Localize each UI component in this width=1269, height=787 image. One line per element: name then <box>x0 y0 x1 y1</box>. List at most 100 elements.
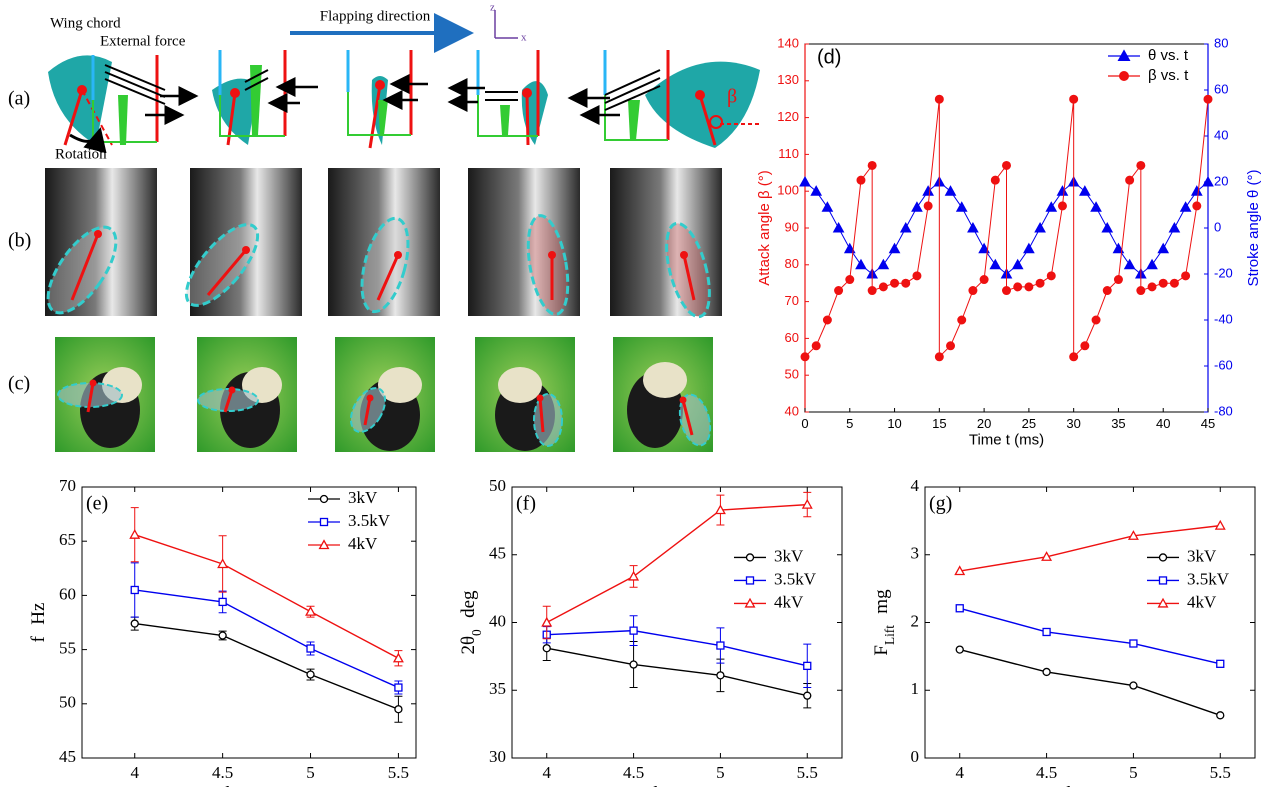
marker <box>968 286 978 296</box>
label-unit: mg <box>871 589 892 614</box>
marker <box>1013 282 1023 292</box>
marker <box>1136 160 1146 170</box>
marker <box>1129 639 1138 648</box>
legend-label: θ vs. t <box>1148 47 1189 64</box>
y-tick-label: 2 <box>911 611 920 630</box>
y-tick-label: 70 <box>59 476 76 495</box>
photo-frame <box>328 168 440 316</box>
series-line <box>546 647 808 697</box>
series-line <box>546 629 808 667</box>
marker <box>1146 258 1158 270</box>
wing-stage: β <box>567 50 760 148</box>
marker <box>716 671 725 680</box>
series-line <box>804 99 1209 358</box>
marker <box>1035 278 1045 288</box>
label-unit: Hz <box>28 603 49 625</box>
y-tick-label: 50 <box>489 476 506 495</box>
photo-frame <box>335 337 435 452</box>
photo-frame <box>468 168 580 316</box>
marker <box>1101 221 1114 233</box>
marker <box>979 275 989 285</box>
marker <box>1113 275 1123 285</box>
marker <box>1090 201 1102 212</box>
marker <box>1136 286 1146 296</box>
y-tick-label: 60 <box>785 330 799 345</box>
y-tick-label: 110 <box>778 146 799 161</box>
y2-tick-label: 40 <box>1214 127 1228 142</box>
marker <box>832 221 845 233</box>
marker <box>855 258 867 270</box>
label-base: Stroke angle θ (°) <box>1245 170 1262 287</box>
legend-marker <box>1158 576 1168 585</box>
marker <box>954 565 966 576</box>
marker <box>989 258 1002 270</box>
wing-stage <box>346 50 428 149</box>
x-tick-label: 4 <box>955 763 964 782</box>
y-tick-label: 1 <box>911 679 920 698</box>
chart: 4 4.5 5 5.5 0 1 2 3 4 3kV 3.5kV 4kV (g) d0mm FLift mg <box>871 476 1256 787</box>
marker <box>129 528 141 539</box>
marker <box>803 661 812 671</box>
panel-c: (c) <box>8 337 713 452</box>
y-tick-label: 50 <box>785 367 799 382</box>
marker <box>716 641 725 650</box>
marker <box>1034 221 1046 233</box>
legend-label: 4kV <box>1187 592 1217 611</box>
marker <box>629 626 638 635</box>
label-base: 2θ <box>458 636 479 655</box>
axis-label: d0mm <box>1061 784 1118 787</box>
y-tick-label: 40 <box>489 611 506 630</box>
marker <box>1112 242 1125 254</box>
marker <box>1079 185 1091 196</box>
photo-frame <box>613 337 713 452</box>
legend-marker <box>318 539 330 550</box>
marker <box>1168 221 1181 233</box>
marker <box>888 242 901 254</box>
marker <box>1042 627 1051 637</box>
axis-x-label: x <box>521 32 527 44</box>
panel-a: (a) Flapping direction z x Wing chord Ex… <box>8 2 760 162</box>
chart: 4 4.5 5 5.5 45 50 55 60 65 70 3kV 3.5kV 4kV (e) d0mm f H… <box>28 476 417 787</box>
y-tick-label: 50 <box>59 693 76 712</box>
y-tick-label: 80 <box>785 256 799 271</box>
marker <box>542 644 551 653</box>
label-unit: mm <box>1089 784 1119 787</box>
label-base: d <box>220 784 230 787</box>
photo-frame <box>184 168 302 316</box>
label-unit: mm <box>676 784 706 787</box>
legend-label: 3.5kV <box>1187 569 1230 588</box>
y-tick-label: 35 <box>489 679 506 698</box>
panel-label: (a) <box>8 88 30 110</box>
wing-chord-label: Wing chord <box>50 15 121 31</box>
wing-stage <box>48 55 199 154</box>
marker <box>1192 201 1202 211</box>
series-line <box>134 589 399 689</box>
marker <box>714 504 726 515</box>
marker <box>867 286 877 296</box>
x-tick-label: 10 <box>887 416 901 431</box>
marker <box>394 705 403 714</box>
chart: 4 4.5 5 5.5 30 35 40 45 50 3kV 3.5kV 4kV (f) d0mm 2θ0 d… <box>458 476 843 787</box>
y-tick-label: 45 <box>489 544 506 563</box>
y-tick-label: 0 <box>911 747 920 766</box>
legend-marker <box>1157 597 1169 608</box>
y-tick-label: 100 <box>777 183 799 198</box>
marker <box>955 604 964 613</box>
axis-label: d0mm <box>648 784 705 787</box>
legend-marker <box>745 553 755 562</box>
x-tick-label: 5 <box>716 763 725 782</box>
y-tick-label: 65 <box>59 530 76 549</box>
legend-label: 3kV <box>348 488 378 507</box>
y2-tick-label: 0 <box>1214 219 1221 234</box>
label-unit: mm <box>248 784 278 787</box>
axis-label: d0mm <box>220 784 277 787</box>
legend-label: 4kV <box>774 592 804 611</box>
panel-label: (b) <box>8 230 31 252</box>
marker <box>1216 659 1225 668</box>
y-tick-label: 120 <box>777 109 799 124</box>
marker <box>890 278 900 288</box>
y-tick-label: 140 <box>777 35 799 50</box>
marker <box>822 315 832 325</box>
marker <box>912 271 922 281</box>
marker <box>877 258 890 270</box>
